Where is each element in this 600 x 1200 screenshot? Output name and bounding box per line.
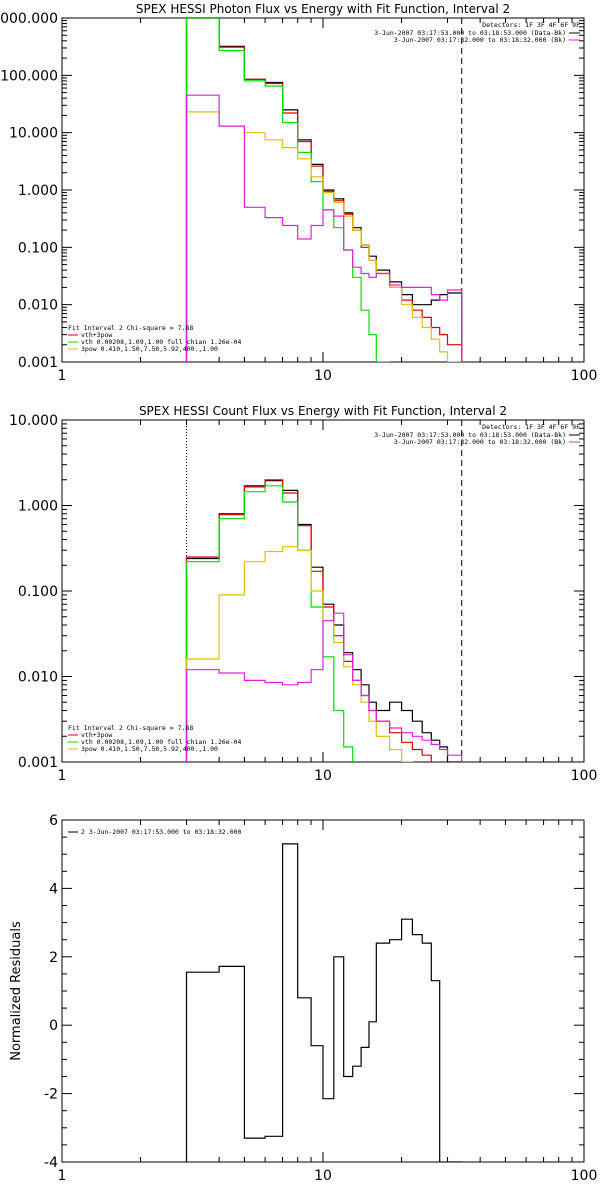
y-tick-label: -2 (44, 1087, 58, 1103)
legend-item: 3pow 0.410,1.50,7.50,5.92,400.,1.00 (81, 345, 218, 353)
legend-item: vth 0.00208,1.09,1.00 full chian 1.26e-0… (81, 338, 242, 346)
y-tick-label: 0.001 (18, 355, 58, 371)
time-interval-label: 3-Jun-2007 03:17:53.000 to 03:18:53.000 … (374, 29, 566, 37)
series-black (185, 480, 463, 762)
series-3pow (185, 546, 413, 762)
y-tick-label: 4 (49, 881, 58, 897)
x-tick-label: 1 (58, 1168, 67, 1184)
legend-item: vth 0.00208,1.09,1.00 full chian 1.26e-0… (81, 738, 242, 746)
series-3pow (185, 111, 463, 362)
legend-title: Fit Interval 2 Chi-square = 7.88 (68, 324, 193, 332)
y-tick-label: 0.100 (18, 584, 58, 600)
legend-item: vth+3pow (81, 331, 112, 339)
y-tick-label: 6 (49, 813, 58, 829)
residuals-chart: 1 10 100 -4 -2 0 2 4 6 Normalized Residuals 2 3-Ju… (9, 813, 598, 1184)
x-tick-label: 100 (571, 368, 598, 384)
x-tick-label: 10 (314, 1168, 332, 1184)
count-flux-chart: SPEX HESSI Count Flux vs Energy with Fit… (9, 404, 598, 784)
y-tick-label: 0.100 (18, 240, 58, 256)
y-tick-label: 1.000 (18, 183, 58, 199)
x-tick-label: 100 (571, 768, 598, 784)
chart-title: SPEX HESSI Count Flux vs Energy with Fit… (139, 404, 507, 418)
plot-area (185, 843, 463, 1162)
legend-title: Fit Interval 2 Chi-square = 7.88 (68, 724, 193, 732)
series-bk (185, 94, 463, 362)
time-interval-label: 3-Jun-2007 03:17:53.000 to 03:18:53.000 … (374, 431, 566, 439)
y-tick-label: -4 (44, 1155, 58, 1171)
y-tick-label: 10.000 (9, 413, 58, 429)
y-tick-label: 1.000 (18, 499, 58, 515)
y-tick-label: 100.000 (0, 68, 58, 84)
x-tick-label: 10 (314, 768, 332, 784)
detectors-label: Detectors: 1F 3F 4F 6F 9F (482, 21, 580, 29)
x-tick-label: 1 (58, 768, 67, 784)
y-tick-label: 0.010 (18, 298, 58, 314)
legend-item: 3pow 0.410,1.50,7.50,5.92,400.,1.00 (81, 745, 218, 753)
detectors-label: Detectors: 1F 3F 4F 6F 9F (482, 423, 580, 431)
x-tick-label: 10 (314, 368, 332, 384)
plot-frame (61, 819, 585, 1163)
x-tick-label: 1 (58, 368, 67, 384)
time-interval-label: 3-Jun-2007 03:17:32.000 to 03:18:32.000 … (394, 438, 566, 446)
series-vth-3pow (185, 479, 441, 762)
x-tick-label: 100 (571, 1168, 598, 1184)
y-axis-label: Normalized Residuals (9, 921, 24, 1061)
legend-item: vth+3pow (81, 731, 112, 739)
chart-title: SPEX HESSI Photon Flux vs Energy with Fi… (136, 2, 510, 16)
y-tick-label: 0.001 (18, 755, 58, 771)
time-interval-label: 3-Jun-2007 03:17:32.000 to 03:18:32.000 … (394, 36, 566, 44)
series-bk (185, 612, 463, 762)
series-residuals (185, 843, 463, 1162)
y-tick-label: 0 (49, 1018, 58, 1034)
plot-area (185, 18, 463, 362)
y-tick-label: 0.010 (18, 670, 58, 686)
plot-area (185, 420, 463, 762)
y-tick-label: 2 (49, 950, 58, 966)
legend-item: 2 3-Jun-2007 03:17:53.000 to 03:18:32.00… (81, 828, 242, 836)
y-tick-label: 10.000 (9, 126, 58, 142)
photon-flux-chart: SPEX HESSI Photon Flux vs Energy with Fi… (0, 2, 598, 384)
series-vth (185, 485, 354, 762)
